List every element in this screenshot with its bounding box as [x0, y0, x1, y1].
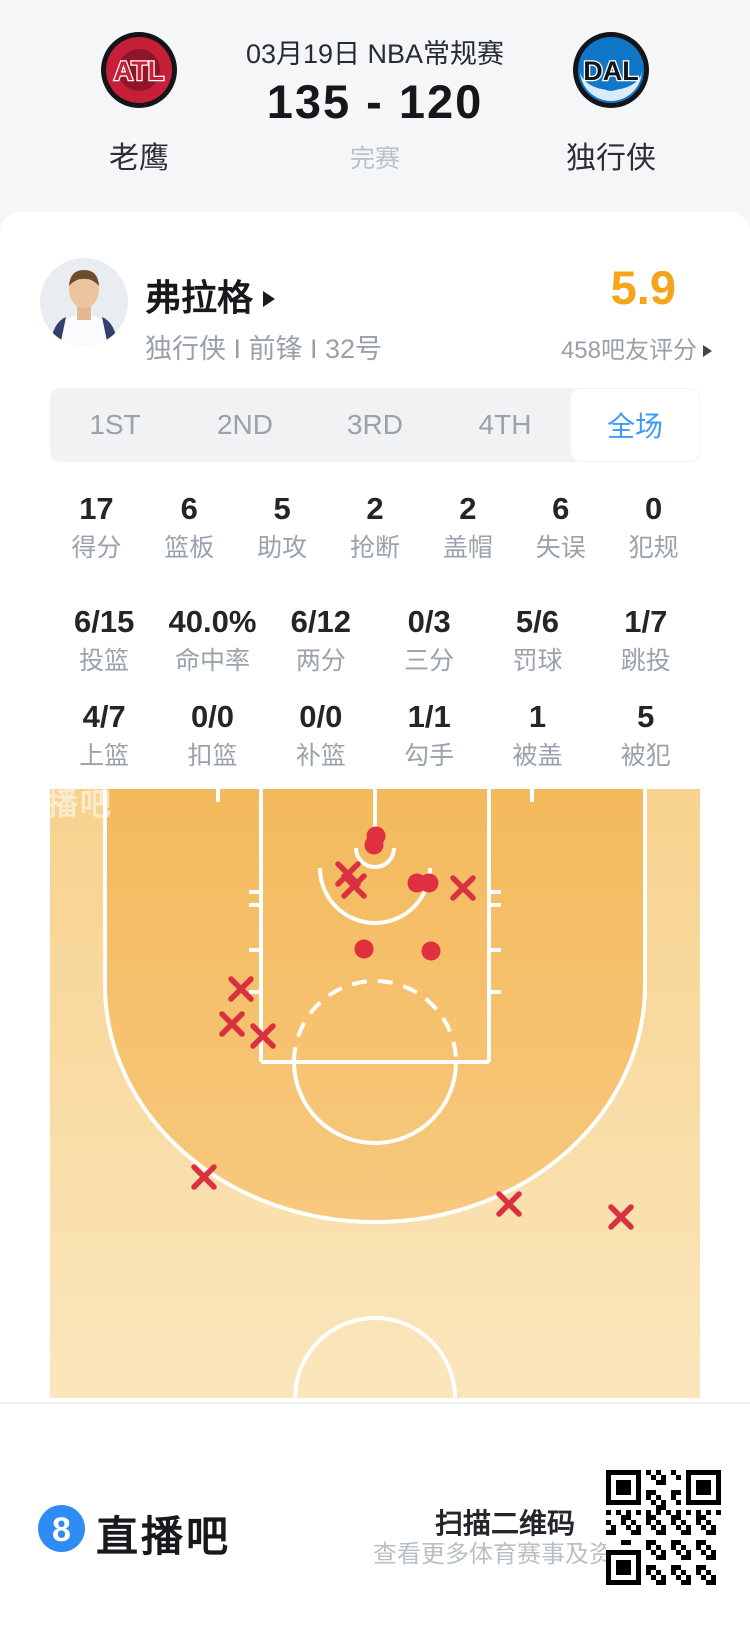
away-team-name: 独行侠 [566, 142, 656, 175]
stat-got-blocked: 1 被盖 [512, 699, 563, 770]
zhibo8-brand-text: 直播吧 [96, 1513, 232, 1560]
stat-steals: 2 抢断 [350, 491, 401, 562]
away-team[interactable]: DAL 独行侠 [551, 31, 671, 177]
player-info: 独行侠 I 前锋 I 32号 [145, 334, 383, 364]
tab-1st[interactable]: 1ST [89, 409, 141, 440]
match-date: 03月19日 NBA常规赛 [245, 39, 505, 69]
stat-3pt: 0/3 三分 [404, 604, 455, 675]
tab-full-game[interactable]: 全场 [570, 388, 700, 462]
stat-points: 17 得分 [71, 491, 122, 562]
rating-arrow-icon [703, 345, 712, 357]
stat-ft: 5/6 罚球 [512, 604, 563, 675]
player-rating: 5.9 [610, 261, 676, 314]
stat-2pt: 6/12 两分 [290, 604, 351, 675]
qr-title: 扫描二维码 [434, 1508, 575, 1539]
tab-4th[interactable]: 4TH [478, 409, 532, 440]
match-score: 135 - 120 [266, 75, 484, 128]
stat-turnovers: 6 失误 [535, 491, 586, 562]
stat-jumpshot: 1/7 跳投 [620, 604, 671, 675]
shot-chart-court [50, 789, 700, 1398]
made-shot-marker [364, 835, 384, 855]
stat-hook: 1/1 勾手 [404, 699, 455, 770]
away-team-logo-icon: DAL [573, 32, 649, 108]
player-name-arrow-icon [263, 291, 276, 307]
app-footer: 8 直播吧 扫描二维码 查看更多体育赛事及资讯 [0, 1402, 750, 1629]
made-shot-marker [421, 941, 441, 961]
missed-shot-marker [450, 875, 476, 901]
home-team-name: 老鹰 [109, 142, 169, 175]
stat-assists: 5 助攻 [257, 491, 308, 562]
home-team-logo-icon: ATL [101, 32, 177, 108]
player-name[interactable]: 弗拉格 [145, 269, 276, 321]
quarter-tabbar: 1ST 2ND 3RD 4TH 全场 [50, 388, 700, 462]
stat-putback: 0/0 补篮 [295, 699, 346, 770]
qr-subtitle: 查看更多体育赛事及资讯 [373, 1541, 637, 1568]
stats-row-shooting: 6/15 投篮 40.0% 命中率 6/12 两分 0/3 三分 5/6 罚球 1/7 跳投 [50, 604, 700, 676]
player-avatar[interactable] [40, 258, 128, 346]
home-team[interactable]: ATL 老鹰 [79, 31, 199, 177]
stat-fouled: 5 被犯 [620, 699, 671, 770]
stats-row-main: 17 得分 6 篮板 5 助攻 2 抢断 2 盖帽 6 失误 0 犯规 [50, 491, 700, 563]
svg-text:DAL: DAL [583, 56, 639, 86]
svg-text:ATL: ATL [114, 56, 164, 86]
stat-fg-pct: 40.0% 命中率 [168, 604, 257, 675]
stat-fg: 6/15 投篮 [73, 604, 135, 675]
made-shot-marker [419, 873, 439, 893]
player-rating-votes[interactable]: 458吧友评分 [412, 330, 712, 365]
match-status: 完赛 [349, 145, 400, 173]
player-avatar-image [40, 258, 128, 346]
missed-shot-marker [496, 1191, 522, 1217]
missed-shot-marker [219, 1011, 245, 1037]
tab-2nd[interactable]: 2ND [216, 409, 273, 440]
stat-blocks: 2 盖帽 [442, 491, 493, 562]
stat-dunk: 0/0 扣篮 [187, 699, 238, 770]
qr-code [606, 1470, 721, 1585]
zhibo8-logo-icon: 8 [38, 1505, 85, 1552]
missed-shot-marker [341, 873, 367, 899]
svg-text:8: 8 [52, 1511, 71, 1549]
missed-shot-marker [191, 1164, 217, 1190]
tab-3rd[interactable]: 3RD [346, 409, 403, 440]
missed-shot-marker [608, 1204, 634, 1230]
made-shot-marker [354, 939, 374, 959]
missed-shot-marker [228, 976, 254, 1002]
stat-layup: 4/7 上篮 [79, 699, 130, 770]
player-stats-card: 弗拉格 独行侠 I 前锋 I 32号 5.9 458吧友评分 1ST 2ND 3… [0, 212, 750, 1629]
court-watermark: 直播吧 [14, 787, 113, 822]
missed-shot-marker [250, 1023, 276, 1049]
stats-row-shot-types: 4/7 上篮 0/0 扣篮 0/0 补篮 1/1 勾手 1 被盖 5 被犯 [50, 699, 700, 771]
stat-rebounds: 6 篮板 [164, 491, 215, 562]
stat-fouls: 0 犯规 [628, 491, 679, 562]
missed-shot-marker [335, 861, 361, 887]
